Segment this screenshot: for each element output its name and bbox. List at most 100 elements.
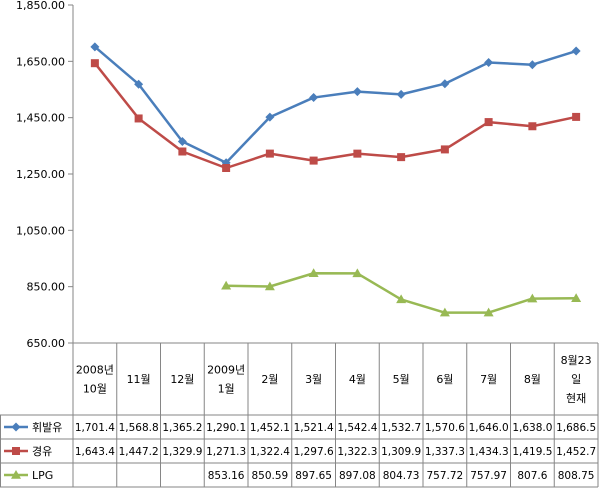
- data-point: [353, 149, 362, 158]
- table-cell-value: 1,329.9: [162, 446, 202, 458]
- data-point: [265, 149, 274, 158]
- data-point: [571, 293, 582, 303]
- data-point: [440, 145, 449, 154]
- data-point: [484, 118, 493, 127]
- series-1: [90, 42, 581, 168]
- y-tick-label: 1,650.00: [16, 55, 65, 68]
- table-cell-value: 1,337.3: [425, 446, 465, 458]
- y-tick-label: 1,050.00: [16, 224, 65, 237]
- table-cell-value: 757.97: [470, 470, 507, 482]
- data-point: [439, 307, 450, 317]
- series-2: [90, 59, 581, 173]
- y-tick-label: 1,250.00: [16, 168, 65, 181]
- x-tick-label: 7월: [480, 373, 497, 386]
- y-tick-label: 1,450.00: [16, 112, 65, 125]
- table-cell-value: 1,643.4: [75, 446, 115, 458]
- x-tick-label: 12월: [170, 373, 194, 386]
- table-cell-value: 1,290.1: [206, 422, 246, 434]
- legend-label: 경유: [32, 445, 52, 458]
- table-cell-value: 853.16: [208, 470, 245, 482]
- table-cell-value: 1,532.7: [381, 422, 421, 434]
- table-cell-value: 1,570.6: [425, 422, 465, 434]
- table-cell-value: 804.73: [383, 470, 420, 482]
- table-cell-value: 1,322.3: [337, 446, 377, 458]
- data-point: [484, 57, 494, 67]
- table-cell-value: 1,309.9: [381, 446, 421, 458]
- legend-key: [4, 447, 28, 455]
- table-cell-value: 1,271.3: [206, 446, 246, 458]
- legend-key-marker: [11, 470, 21, 479]
- data-point: [352, 268, 363, 278]
- table-cell-value: 807.6: [517, 470, 547, 482]
- data-point: [134, 114, 143, 123]
- data-point: [352, 87, 362, 97]
- table-cell-value: 1,419.5: [512, 446, 552, 458]
- table-cell-value: 1,568.8: [119, 422, 159, 434]
- legend-key-marker: [11, 422, 21, 432]
- data-point: [396, 294, 407, 304]
- series-layer: [90, 42, 582, 317]
- table-cell-value: 808.75: [558, 470, 595, 482]
- y-tick-label: 650.00: [27, 337, 66, 350]
- table-cell-value: 850.59: [252, 470, 289, 482]
- legend-key: [4, 470, 28, 479]
- table-cell-value: 1,434.3: [469, 446, 509, 458]
- table-cell-value: 1,701.4: [75, 422, 115, 434]
- table-cell-value: 897.08: [339, 470, 376, 482]
- data-point: [265, 112, 275, 122]
- y-tick-label: 1,850.00: [16, 0, 65, 12]
- data-point: [90, 59, 99, 68]
- table-cell-value: 1,521.4: [294, 422, 334, 434]
- data-point: [178, 147, 187, 156]
- data-point: [571, 46, 581, 56]
- x-tick-label: 5월: [393, 373, 410, 386]
- x-tick-label: 2월: [261, 373, 278, 386]
- series-line: [226, 272, 577, 314]
- data-point: [90, 42, 100, 52]
- table-cell-value: 757.72: [427, 470, 464, 482]
- x-tick-label: 8월23 일 현재: [561, 354, 592, 405]
- data-point: [572, 112, 581, 121]
- data-point: [222, 164, 231, 173]
- data-point: [397, 153, 406, 162]
- y-tick-label: 850.00: [27, 281, 66, 294]
- x-tick-label: 8월: [524, 373, 541, 386]
- data-point: [527, 60, 537, 70]
- x-tick-label: 11월: [127, 373, 151, 386]
- table-cell-value: 1,646.0: [469, 422, 509, 434]
- legend-label: 휘발유: [32, 421, 62, 434]
- data-point: [221, 280, 232, 290]
- data-point: [527, 293, 538, 303]
- table-cell-value: 1,686.5: [556, 422, 596, 434]
- data-point: [309, 156, 318, 165]
- table-cell-value: 1,452.1: [250, 422, 290, 434]
- table-cell-value: 1,365.2: [162, 422, 202, 434]
- data-point: [134, 79, 144, 89]
- data-point: [396, 89, 406, 99]
- table-cell-value: 1,322.4: [250, 446, 290, 458]
- series-3: [221, 268, 582, 317]
- x-tick-label: 2009년 1월: [207, 364, 245, 396]
- series-line: [93, 62, 577, 170]
- series-line: [94, 45, 577, 164]
- table-cell-value: 1,447.2: [119, 446, 159, 458]
- table-cell-value: 1,452.7: [556, 446, 596, 458]
- axis-layer: 650.00 850.00 1,050.00 1,250.00 1,450.00 1,65…: [16, 0, 74, 350]
- x-tick-label: 4월: [349, 373, 366, 386]
- data-point: [177, 137, 187, 147]
- x-tick-label: 3월: [305, 373, 322, 386]
- data-point: [440, 79, 450, 89]
- legend-label: LPG: [32, 469, 53, 482]
- table-cell-value: 1,638.0: [512, 422, 552, 434]
- data-point: [309, 93, 319, 103]
- table-cell-value: 897.65: [295, 470, 332, 482]
- data-point: [308, 268, 319, 277]
- x-tick-label: 6월: [436, 373, 453, 386]
- data-table: 2008년 10월 11월 12월 2009년 1월 2월 3월 4월 5월 6월 7월 8월 8월23 일…: [0, 342, 599, 488]
- data-point: [264, 281, 275, 291]
- data-point: [528, 122, 537, 131]
- legend-key: [4, 422, 28, 432]
- table-cell-value: 1,542.4: [337, 422, 377, 434]
- legend-key-marker: [12, 447, 20, 455]
